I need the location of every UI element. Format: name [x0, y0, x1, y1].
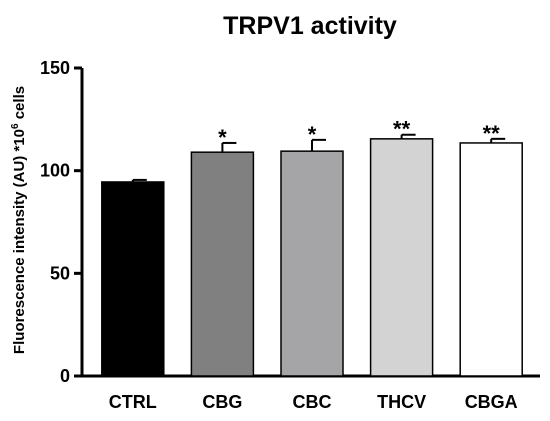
bar-thcv	[369, 138, 434, 377]
y-tick-label: 150	[40, 58, 70, 78]
y-tick-labels: 0 50 100 150	[40, 58, 70, 386]
significance-marker: **	[393, 117, 411, 142]
y-tick-label: 50	[50, 263, 70, 283]
bars-group: * * ** **	[101, 117, 523, 377]
significance-marker: *	[218, 125, 227, 150]
y-tick-label: 0	[60, 366, 70, 386]
x-tick-label: CBC	[293, 392, 332, 412]
x-tick-label: THCV	[377, 392, 426, 412]
x-tick-label: CBGA	[465, 392, 518, 412]
y-axis-label-text: Fluorescence intensity (AU) *10	[11, 129, 28, 354]
y-axis-label-suffix: cells	[11, 86, 28, 124]
y-tick-label: 100	[40, 161, 70, 181]
y-axis-label: Fluorescence intensity (AU) *106 cells	[10, 86, 28, 354]
x-tick-labels: CTRL CBG CBC THCV CBGA	[109, 392, 518, 412]
bar-cbg	[190, 151, 255, 377]
bar-cbc	[280, 150, 344, 377]
chart-title: TRPV1 activity	[223, 12, 397, 40]
significance-marker: **	[483, 121, 501, 146]
x-tick-label: CBG	[202, 392, 242, 412]
x-tick-label: CTRL	[109, 392, 157, 412]
bar-ctrl	[101, 181, 165, 377]
y-axis-label-superscript: 6	[10, 123, 21, 129]
significance-marker: *	[308, 122, 317, 147]
bar-cbga	[459, 142, 523, 377]
